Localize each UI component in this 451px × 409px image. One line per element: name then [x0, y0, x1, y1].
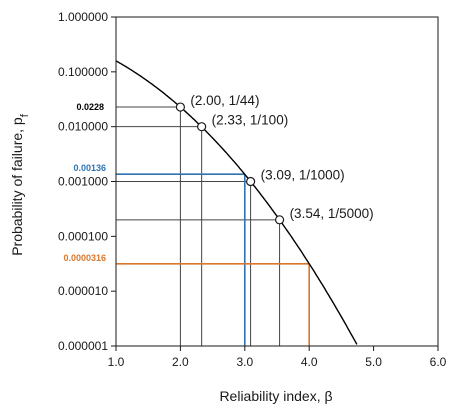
y-tick-label: 0.000100 [58, 229, 108, 243]
y-tick-label: 0.010000 [58, 120, 108, 134]
data-point [175, 102, 185, 112]
y-tick-label: 0.000010 [58, 284, 108, 298]
y-tick-label: 0.001000 [58, 175, 108, 189]
y-tick-label: 1.000000 [58, 10, 108, 24]
y-axis-title-main: Probability of failure, p [9, 117, 25, 256]
x-tick-label: 4.0 [301, 355, 318, 369]
data-point [197, 122, 207, 132]
point-label: (3.09, 1/1000) [261, 168, 345, 183]
reference-label: 0.00136 [73, 163, 106, 173]
x-tick-label: 2.0 [172, 355, 189, 369]
y-tick-label: 0.000001 [58, 339, 108, 353]
data-point [245, 176, 256, 187]
point-labels: (2.00, 1/44) (2.33, 1/100) (3.09, 1/1000) (… [190, 93, 373, 221]
data-point [274, 215, 285, 225]
reference-label: 0.0000316 [63, 253, 106, 263]
x-axis-title: Reliability index, β [219, 388, 332, 404]
y-axis-title: Probability of failure, pf [9, 113, 31, 256]
axis-ticks: 1.0 2.0 3.0 4.0 5.0 6.0 1.000000 0.100000 0.0100… [58, 10, 447, 369]
y-tick-label: 0.100000 [58, 65, 108, 79]
reference-labels: 0.00136 0.0000316 0.0228 [63, 102, 106, 263]
x-tick-label: 3.0 [236, 355, 253, 369]
series-line [115, 60, 358, 345]
annotation-label: 0.0228 [76, 102, 104, 112]
point-label: (2.33, 1/100) [212, 113, 289, 128]
x-tick-label: 5.0 [365, 355, 382, 369]
x-tick-label: 1.0 [108, 355, 125, 369]
point-label: (3.54, 1/5000) [290, 206, 374, 221]
reference-lines [116, 173, 311, 346]
data-points [175, 102, 285, 225]
x-tick-label: 6.0 [430, 355, 447, 369]
y-axis-title-subscript: f [19, 113, 31, 117]
guide-lines [116, 106, 281, 346]
point-label: (2.00, 1/44) [190, 93, 259, 108]
